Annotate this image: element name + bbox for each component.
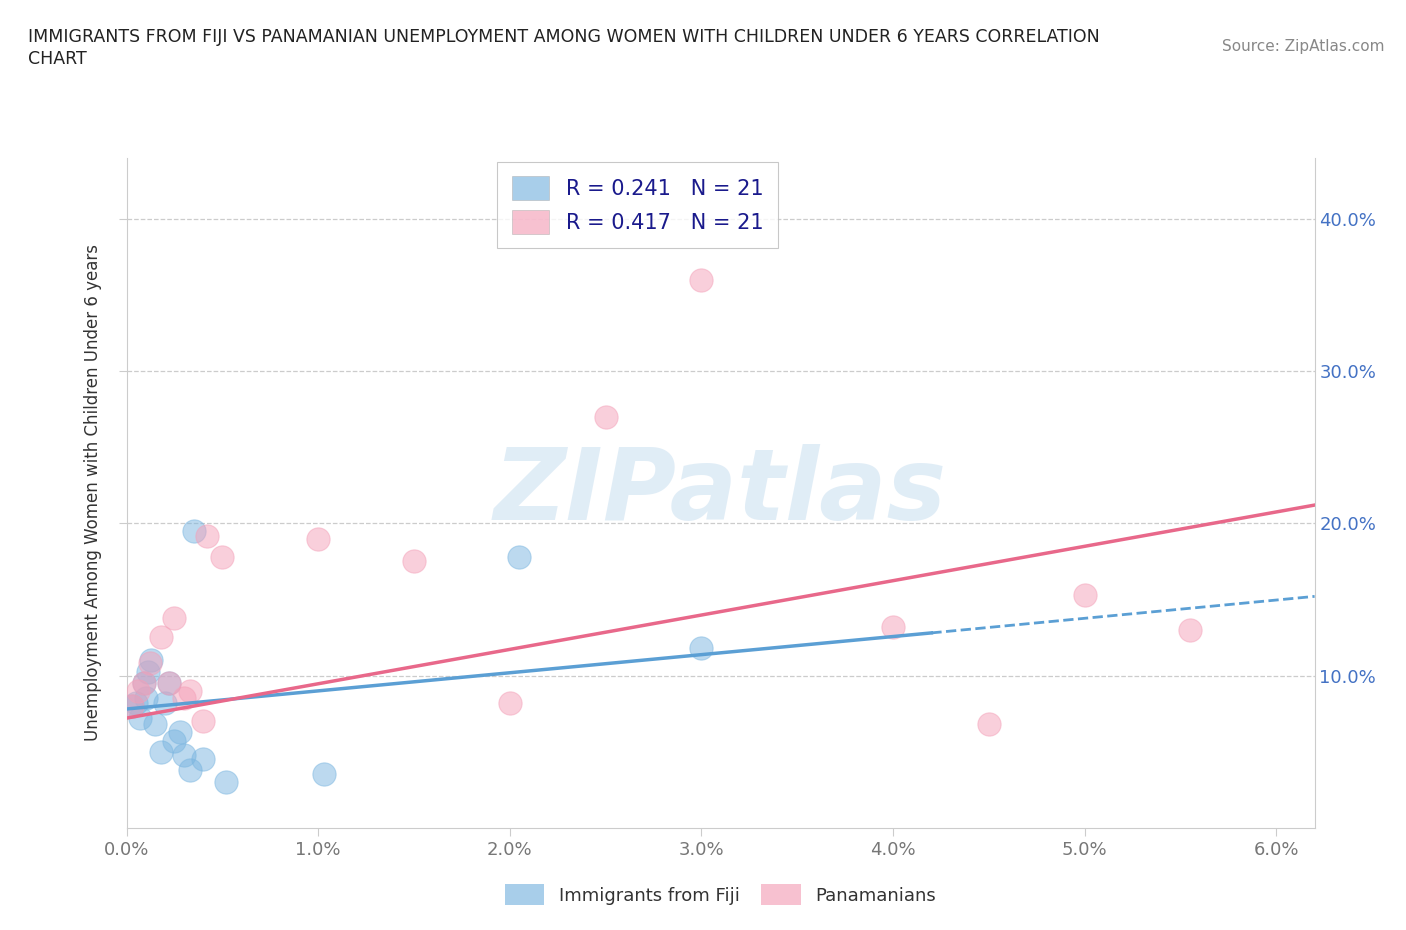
Point — [1178, 622, 1201, 637]
Point — [173, 747, 195, 762]
Point — [179, 763, 201, 777]
Point — [499, 696, 522, 711]
Text: ZIPatlas: ZIPatlas — [494, 445, 948, 541]
Point — [307, 531, 329, 546]
Point — [595, 409, 617, 424]
Point — [132, 676, 155, 691]
Text: IMMIGRANTS FROM FIJI VS PANAMANIAN UNEMPLOYMENT AMONG WOMEN WITH CHILDREN UNDER : IMMIGRANTS FROM FIJI VS PANAMANIAN UNEMP… — [28, 28, 1099, 46]
Point — [129, 711, 152, 725]
Point — [977, 717, 1000, 732]
Point — [157, 676, 180, 691]
Point — [157, 676, 180, 691]
Point — [153, 696, 176, 711]
Point — [169, 724, 191, 739]
Point — [141, 653, 163, 668]
Y-axis label: Unemployment Among Women with Children Under 6 years: Unemployment Among Women with Children U… — [84, 245, 103, 741]
Point — [150, 744, 173, 759]
Point — [127, 684, 149, 698]
Point — [135, 691, 157, 706]
Point — [183, 524, 205, 538]
Point — [402, 554, 425, 569]
Point — [143, 717, 166, 732]
Point — [125, 696, 148, 711]
Point — [690, 272, 713, 287]
Point — [163, 610, 186, 625]
Text: Source: ZipAtlas.com: Source: ZipAtlas.com — [1222, 39, 1385, 54]
Point — [138, 656, 160, 671]
Point — [173, 691, 195, 706]
Point — [150, 630, 173, 644]
Point — [193, 751, 215, 766]
Point — [195, 528, 218, 543]
Point — [193, 713, 215, 728]
Point — [508, 550, 530, 565]
Point — [312, 767, 335, 782]
Point — [179, 684, 201, 698]
Point — [163, 734, 186, 749]
Point — [882, 619, 904, 634]
Point — [211, 550, 233, 565]
Legend: Immigrants from Fiji, Panamanians: Immigrants from Fiji, Panamanians — [498, 877, 943, 912]
Point — [121, 698, 143, 713]
Point — [132, 676, 155, 691]
Point — [215, 775, 238, 790]
Point — [690, 641, 713, 656]
Point — [121, 698, 143, 713]
Text: CHART: CHART — [28, 50, 87, 68]
Point — [1073, 588, 1095, 603]
Point — [136, 665, 159, 680]
